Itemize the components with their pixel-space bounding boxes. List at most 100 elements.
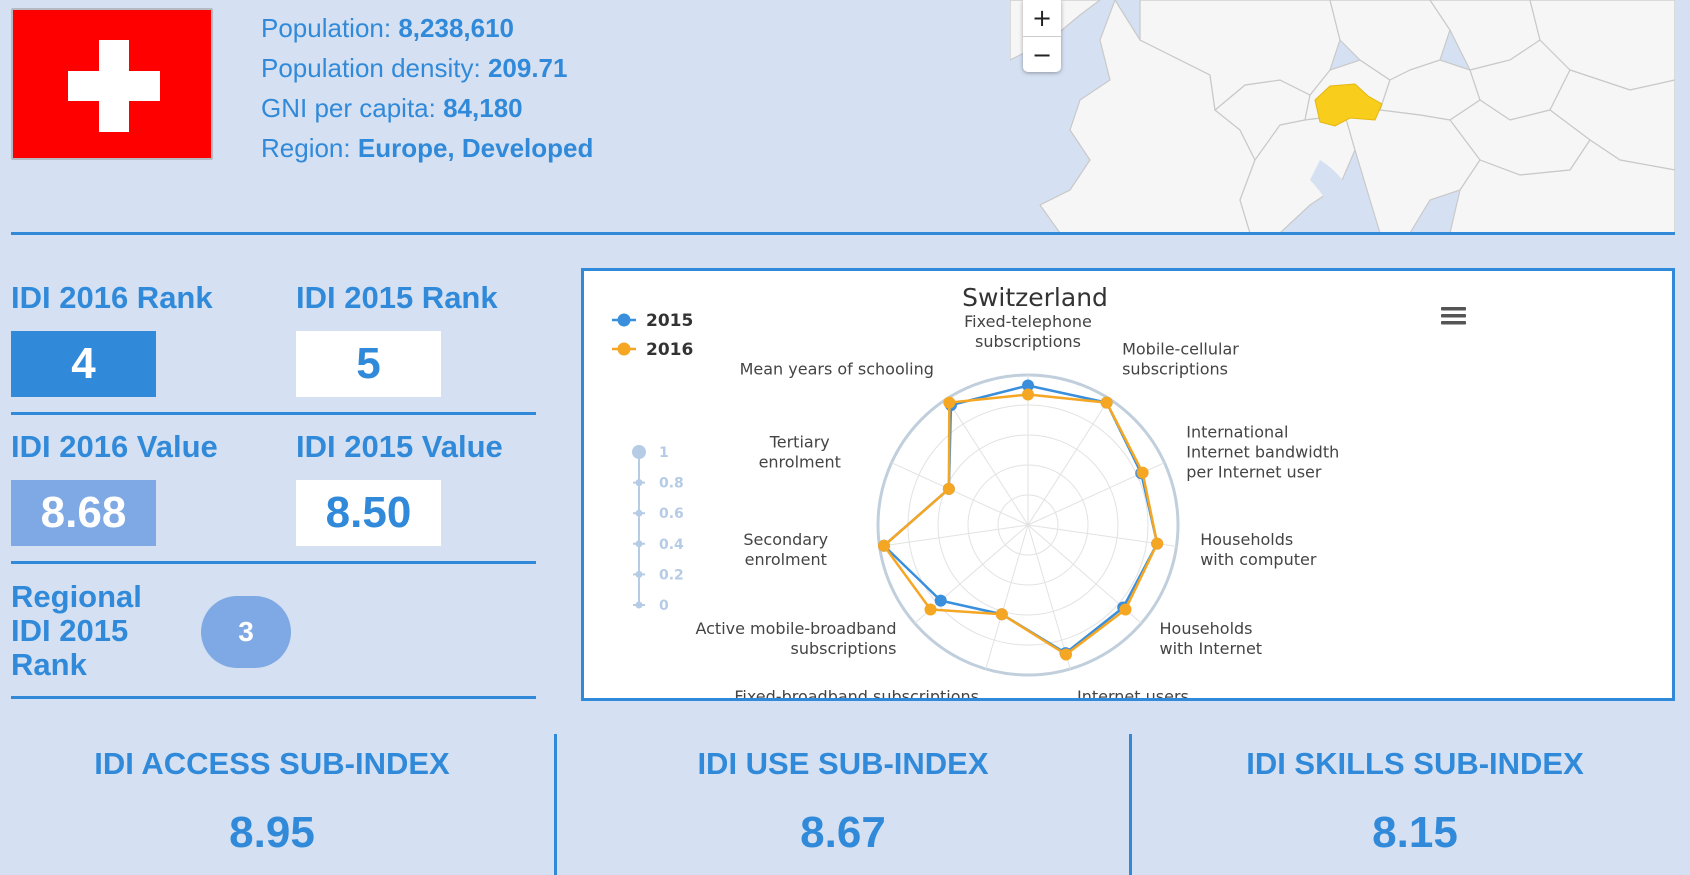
legend-marker bbox=[617, 313, 631, 327]
series-point-2016 bbox=[1136, 466, 1149, 479]
radar-category-label: enrolment bbox=[759, 453, 841, 472]
scale-tick-label: 0.4 bbox=[659, 537, 684, 553]
scale-dot bbox=[635, 570, 643, 578]
series-point-2016 bbox=[995, 608, 1008, 621]
regional-rank-badge: 3 bbox=[201, 596, 291, 668]
radar-category-label: Internet bandwidth bbox=[1186, 443, 1339, 462]
country-map[interactable] bbox=[1010, 0, 1675, 233]
radar-spoke bbox=[891, 462, 1029, 526]
access-subindex-value: 8.95 bbox=[229, 808, 315, 857]
legend-marker bbox=[617, 342, 631, 356]
hamburger-menu-icon bbox=[1441, 307, 1466, 311]
radar-category-label: Households bbox=[1200, 530, 1293, 549]
idi2015-rank-value: 5 bbox=[296, 331, 441, 397]
radar-category-label: with computer bbox=[1200, 550, 1317, 569]
skills-subindex-value: 8.15 bbox=[1372, 808, 1458, 857]
use-subindex-value: 8.67 bbox=[800, 808, 886, 857]
country-flag bbox=[11, 8, 213, 160]
hamburger-menu-icon bbox=[1441, 314, 1466, 318]
subindex-divider-1 bbox=[554, 734, 557, 875]
scale-dot bbox=[635, 601, 643, 609]
use-subindex-label: IDI USE SUB-INDEX bbox=[697, 746, 989, 781]
idi2015-value: 8.50 bbox=[296, 480, 441, 546]
gni-row: GNI per capita: 84,180 bbox=[261, 93, 523, 123]
country-info: Population: 8,238,610 Population density… bbox=[261, 8, 593, 168]
radar-category-label: Fixed-telephone bbox=[964, 312, 1092, 331]
flag-cross-horizontal bbox=[68, 71, 160, 101]
series-point-2015 bbox=[1022, 379, 1034, 392]
series-line-2015 bbox=[882, 384, 1159, 655]
idi2015-rank-label: IDI 2015 Rank bbox=[296, 280, 498, 315]
radar-category-label: Mean years of schooling bbox=[740, 360, 934, 379]
scale-tick-label: 0.6 bbox=[659, 506, 684, 522]
zoom-out-button[interactable]: − bbox=[1031, 41, 1053, 69]
radar-category-label: Internet users bbox=[1077, 687, 1189, 698]
map-zoom-control: + − bbox=[1023, 0, 1061, 72]
radar-category-label: Tertiary bbox=[769, 433, 830, 452]
idi2016-value: 8.68 bbox=[11, 480, 156, 546]
radar-category-label: Active mobile-broadband bbox=[695, 619, 896, 638]
region-value: Europe, Developed bbox=[357, 133, 594, 163]
radar-chart-panel: Switzerland Fixed-telephone subscriptions M… bbox=[581, 268, 1675, 701]
subindex-divider-2 bbox=[1129, 734, 1132, 875]
radar-spoke bbox=[1027, 524, 1071, 670]
idi2016-rank-label: IDI 2016 Rank bbox=[11, 280, 213, 315]
idi2016-value-label: IDI 2016 Value bbox=[11, 429, 218, 464]
regional-divider bbox=[11, 696, 536, 699]
access-subindex-label: IDI ACCESS SUB-INDEX bbox=[94, 746, 450, 781]
scale-tick-label: 0.2 bbox=[659, 567, 684, 583]
regional-rank-label: Regional IDI 2015 Rank bbox=[11, 579, 142, 682]
gni-value: 84,180 bbox=[443, 93, 523, 123]
radar-category-label: International bbox=[1186, 423, 1288, 442]
zoom-in-button[interactable]: + bbox=[1031, 4, 1053, 32]
radar-category-label: Households bbox=[1160, 619, 1253, 638]
region-row: Region: Europe, Developed bbox=[261, 133, 594, 163]
series-point-2016 bbox=[1022, 388, 1034, 401]
scale-tick-label: 1 bbox=[659, 445, 669, 461]
radar-category-label: subscriptions bbox=[1122, 360, 1228, 379]
radar-category-label: Mobile-cellular bbox=[1122, 340, 1239, 359]
map-svg bbox=[1010, 0, 1675, 233]
radar-category-label: Secondary bbox=[743, 530, 828, 549]
series-point-2016 bbox=[943, 396, 956, 409]
population-row: Population: 8,238,610 bbox=[261, 13, 515, 43]
radar-category-label: subscriptions bbox=[975, 332, 1081, 351]
series-line-2016 bbox=[882, 393, 1159, 657]
density-row: Population density: 209.71 bbox=[261, 53, 568, 83]
series-point-2016 bbox=[924, 603, 937, 616]
legend-label: 2015 bbox=[646, 311, 693, 331]
radar-spoke bbox=[1027, 398, 1110, 526]
idi2016-rank-value: 4 bbox=[11, 331, 156, 397]
rank-divider bbox=[11, 412, 536, 415]
legend-label: 2016 bbox=[646, 340, 693, 360]
scale-tick-label: 0.8 bbox=[659, 476, 684, 492]
radar-spoke bbox=[879, 524, 1029, 547]
chart-title: Switzerland bbox=[962, 283, 1108, 312]
scale-dot bbox=[635, 540, 643, 548]
value-divider bbox=[11, 561, 536, 564]
radar-category-label: enrolment bbox=[745, 550, 827, 569]
header-divider bbox=[11, 232, 1675, 235]
idi2015-value-label: IDI 2015 Value bbox=[296, 429, 503, 464]
zoom-separator bbox=[1023, 36, 1061, 37]
scale-dot bbox=[635, 479, 643, 487]
series-point-2015 bbox=[934, 594, 947, 607]
radar-spoke bbox=[946, 398, 1029, 526]
radar-category-label: per Internet user bbox=[1186, 463, 1322, 482]
series-point-2016 bbox=[1151, 537, 1164, 550]
radar-category-label: subscriptions bbox=[791, 639, 897, 658]
radar-category-label: with Internet bbox=[1160, 639, 1263, 658]
radar-spoke bbox=[985, 524, 1029, 670]
radar-category-label: Fixed-broadband subscriptions bbox=[734, 687, 979, 698]
scale-dot bbox=[635, 509, 643, 517]
scale-tick-label: 0 bbox=[659, 598, 669, 614]
density-value: 209.71 bbox=[487, 53, 568, 83]
series-point-2016 bbox=[1060, 648, 1073, 661]
series-point-2016 bbox=[1100, 396, 1113, 409]
switzerland-highlight bbox=[1314, 83, 1383, 127]
hamburger-menu-icon bbox=[1441, 321, 1466, 325]
series-point-2016 bbox=[1119, 603, 1132, 616]
population-value: 8,238,610 bbox=[398, 13, 515, 43]
skills-subindex-label: IDI SKILLS SUB-INDEX bbox=[1246, 746, 1584, 781]
